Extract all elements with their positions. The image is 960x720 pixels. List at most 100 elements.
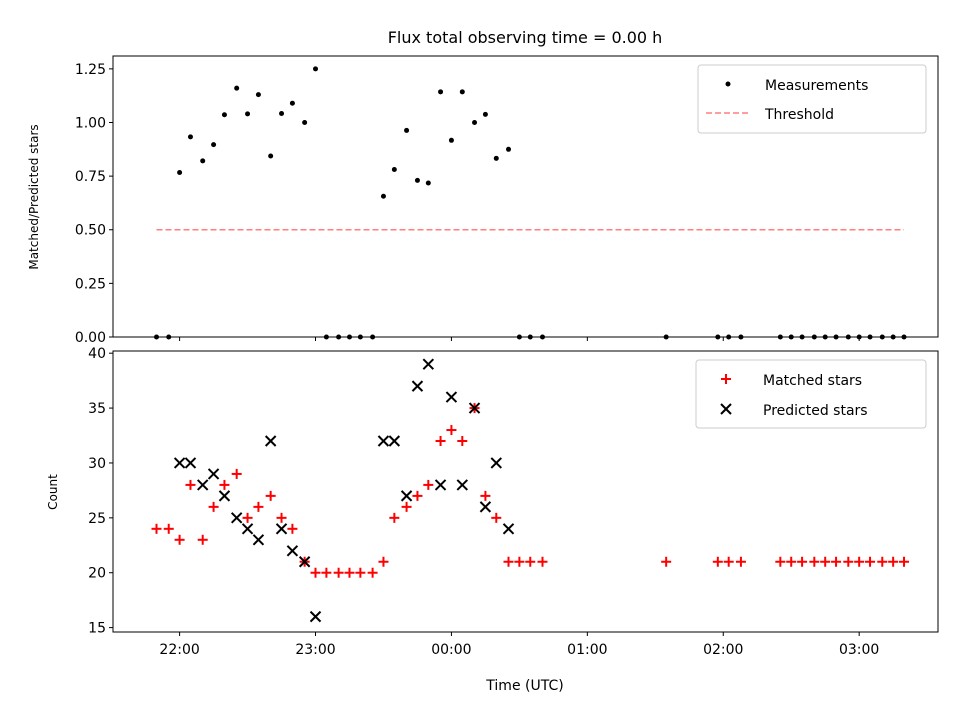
predicted-star-point [275,523,288,535]
predicted-star-point [388,435,401,447]
top-y-tick-label: 0.25 [75,276,106,292]
predicted-star-stroke-b [275,523,288,535]
predicted-star-point [230,512,243,524]
measurement-point [177,169,183,175]
bottom-x-tick-label: 23:00 [295,642,335,658]
legend-matched-marker [721,374,731,384]
matched-star-point [877,556,888,567]
predicted-star-stroke-b [411,380,424,392]
bottom-x-tick-label: 03:00 [839,642,879,658]
predicted-star-point [298,556,311,568]
top-y-tick-label: 0.75 [75,169,106,185]
matched-star-point [854,556,865,567]
matched-star-point [786,556,797,567]
matched-star-point [378,556,389,567]
matched-star-point [287,523,298,534]
predicted-star-stroke-b [434,479,447,491]
matched-star-point [197,534,208,545]
predicted-star-stroke-b [184,457,197,469]
predicted-star-stroke-b [502,523,515,535]
predicted-star-stroke-b [309,610,322,623]
matched-star-point [219,479,230,490]
matched-star-point [723,556,734,567]
matched-star-point [820,556,831,567]
bottom-plot-frame [112,350,939,633]
matched-star-point [276,512,287,523]
measurement-point [200,158,206,164]
top-y-tick-label: 0.00 [75,330,106,346]
matched-star-point [514,556,525,567]
predicted-star-point [422,358,435,370]
matched-star-point [174,534,185,545]
matched-star-point [401,501,412,512]
matched-star-point [797,556,808,567]
matched-star-point [253,501,264,512]
predicted-star-stroke-b [422,358,435,370]
matched-star-point [423,479,434,490]
legend-measurements-marker [725,81,731,87]
predicted-star-point [173,457,186,469]
predicted-star-stroke-b [196,479,209,491]
matched-star-point [242,512,253,523]
predicted-star-stroke-b [207,468,220,480]
measurement-point [313,66,319,72]
predicted-star-stroke-b [286,545,299,557]
measurement-point [448,137,454,143]
matched-star-point [491,512,502,523]
chart-title: Flux total observing time = 0.00 h [388,28,663,47]
matched-star-point [735,556,746,567]
legend-threshold-label: Threshold [764,107,834,123]
top-y-axis-label: Matched/Predicted stars [27,124,41,269]
bottom-x-axis-label: Time (UTC) [485,678,563,694]
predicted-star-stroke-b [445,391,458,403]
bottom-y-axis-label: Count [46,474,60,510]
predicted-star-point [252,534,265,546]
bottom-y-tick-label: 35 [88,401,106,417]
matched-star-point [831,556,842,567]
matched-star-point [310,567,321,578]
top-y-tick-label: 1.25 [75,62,106,78]
matched-star-point [865,556,876,567]
predicted-star-point [377,435,390,447]
bottom-x-tick-label: 00:00 [431,642,471,658]
legend-measurements-label: Measurements [765,78,868,94]
matched-star-point [525,556,536,567]
bottom-y-tick-label: 40 [88,346,106,362]
matched-star-point [367,567,378,578]
measurement-point [187,134,193,140]
matched-star-point [163,523,174,534]
predicted-star-point [309,610,322,623]
bottom-x-tick-label: 02:00 [703,642,743,658]
bottom-y-tick-label: 25 [88,511,106,527]
matched-star-point [435,436,446,447]
matched-star-point [503,556,514,567]
matched-star-point [355,567,366,578]
measurement-point [279,110,285,116]
predicted-star-point [411,380,424,392]
bottom-legend: Matched stars Predicted stars [695,359,927,429]
measurement-point [221,112,227,118]
matched-star-point [775,556,786,567]
predicted-star-stroke-b [241,523,254,535]
matched-star-point [389,512,400,523]
legend-matched-label: Matched stars [763,373,862,389]
predicted-star-stroke-b [252,534,265,546]
predicted-star-stroke-b [298,556,311,568]
measurement-point [268,153,274,159]
legend-predicted-marker [720,403,732,415]
measurement-point [459,89,465,95]
measurement-point [482,111,488,117]
top-y-tick-label: 1.00 [75,115,106,131]
predicted-star-point [207,468,220,480]
measurement-point [493,155,499,161]
measurement-point [289,100,295,106]
matched-star-point [321,567,332,578]
predicted-star-point [218,490,231,502]
matched-star-point [446,425,457,436]
matched-star-point [712,556,723,567]
bottom-legend-box [695,359,927,429]
predicted-star-stroke-b [400,490,413,502]
measurement-point [414,177,420,183]
measurement-point [255,92,261,98]
